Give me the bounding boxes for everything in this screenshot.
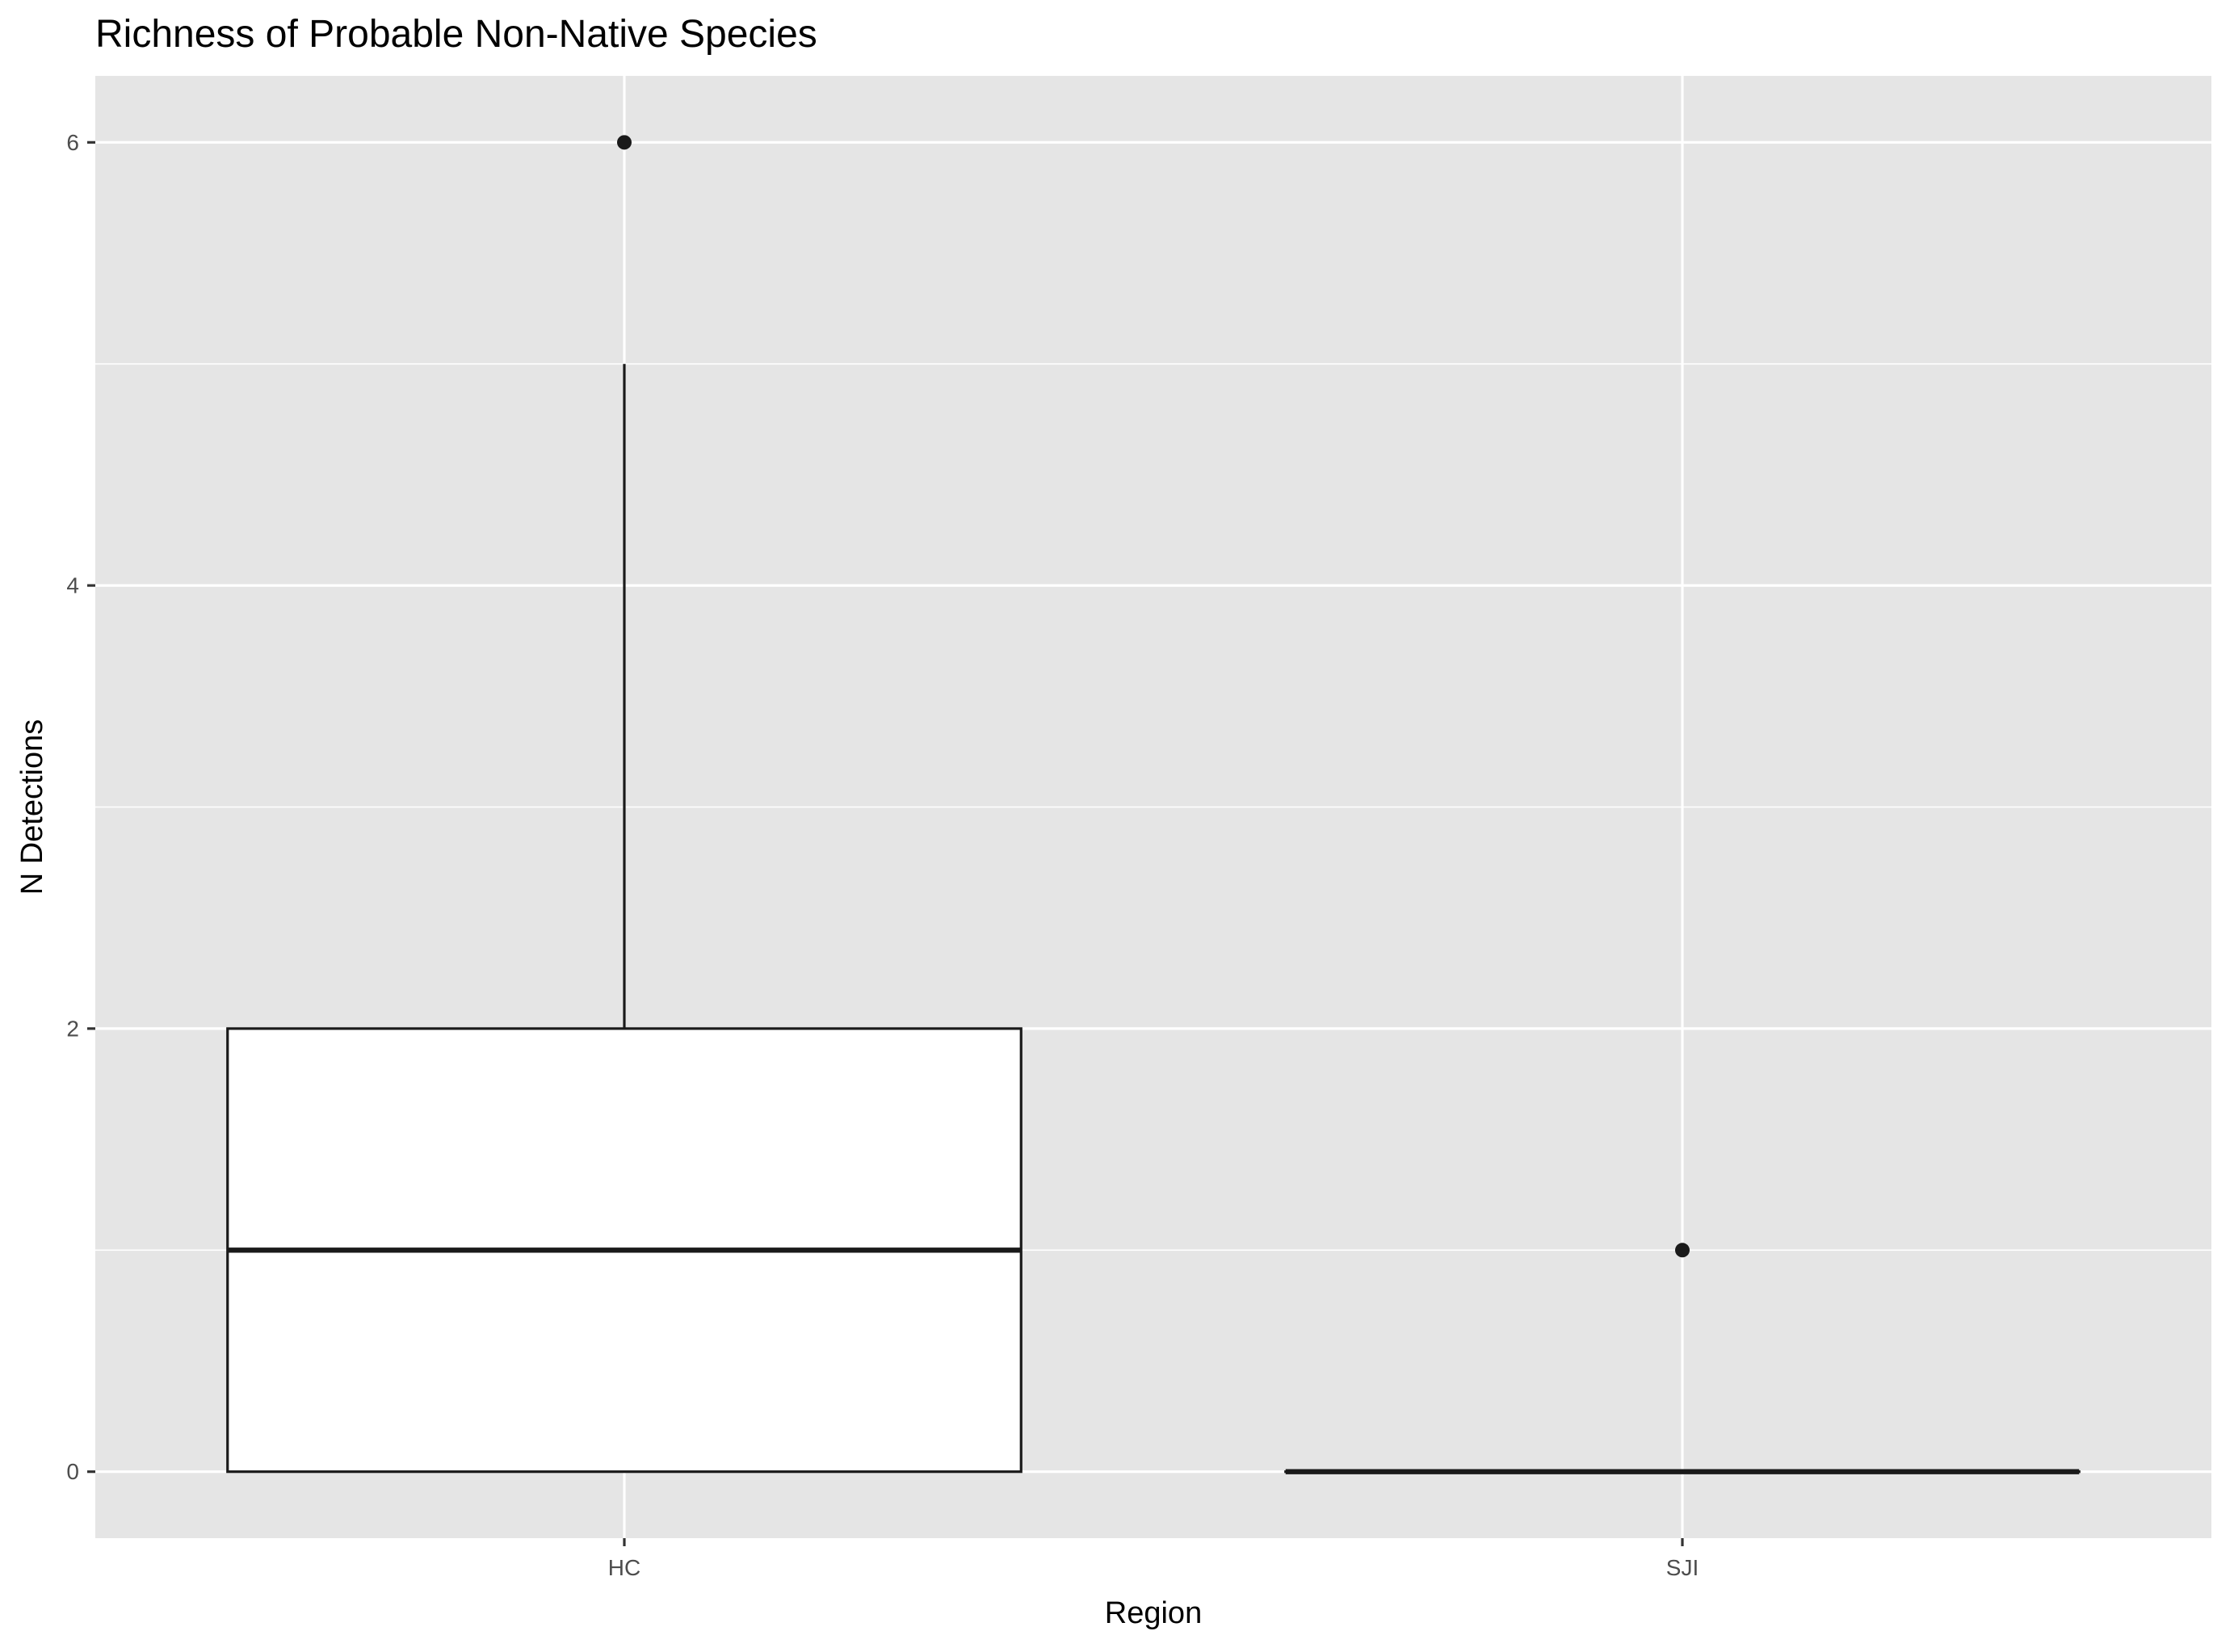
y-tick-label: 4 xyxy=(66,573,79,598)
y-tick-label: 2 xyxy=(66,1016,79,1041)
x-tick-label: SJI xyxy=(1666,1555,1699,1580)
chart-title: Richness of Probable Non-Native Species xyxy=(95,13,817,56)
y-axis-label: N Detections xyxy=(15,719,49,895)
outlier-point xyxy=(1675,1243,1690,1257)
y-tick-label: 6 xyxy=(66,130,79,155)
x-axis-label: Region xyxy=(1105,1596,1202,1630)
x-tick-label: HC xyxy=(608,1555,640,1580)
y-tick-label: 0 xyxy=(66,1459,79,1484)
outlier-point xyxy=(617,135,632,149)
